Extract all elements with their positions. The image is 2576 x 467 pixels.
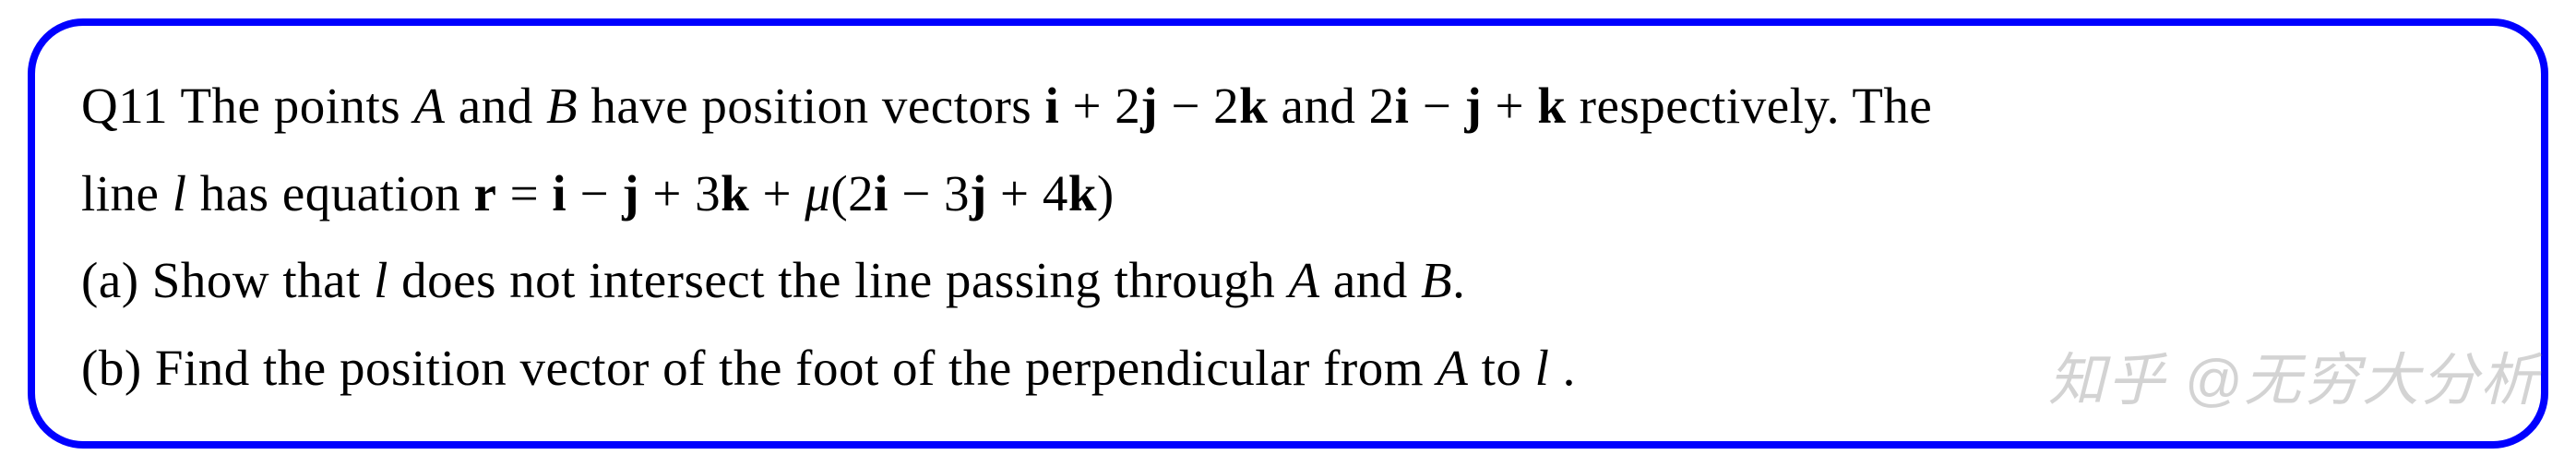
text: − (566, 165, 622, 222)
text: − 3 (888, 165, 970, 222)
text: . (1452, 252, 1465, 308)
vec-j: j (970, 165, 987, 222)
part-a-label: (a) (81, 252, 139, 308)
vec-j: j (1464, 78, 1482, 134)
text: and (1320, 252, 1421, 308)
var-A: A (413, 78, 445, 134)
var-l: l (1535, 340, 1550, 396)
text: ) (1097, 165, 1115, 222)
vec-i: i (1044, 78, 1059, 134)
vec-j: j (622, 165, 639, 222)
text: = (496, 165, 552, 222)
text: The points (168, 78, 413, 134)
text: and 2 (1268, 78, 1394, 134)
text: . (1549, 340, 1576, 396)
mu: μ (805, 165, 830, 222)
vec-j: j (1140, 78, 1158, 134)
text: + (749, 165, 805, 222)
text: line (81, 165, 173, 222)
text: Find the position vector of the foot of … (142, 340, 1437, 396)
text: − (1409, 78, 1464, 134)
text: and (446, 78, 546, 134)
text: has equation (187, 165, 474, 222)
text: + 2 (1059, 78, 1140, 134)
text: have position vectors (578, 78, 1044, 134)
text: Show that (139, 252, 375, 308)
var-B: B (546, 78, 578, 134)
vec-k: k (1239, 78, 1268, 134)
text: + 3 (639, 165, 721, 222)
question-box: Q11 The points A and B have position vec… (28, 18, 2548, 449)
text: + (1482, 78, 1537, 134)
var-B: B (1421, 252, 1452, 308)
vec-k: k (1068, 165, 1097, 222)
text: (2 (830, 165, 874, 222)
question-text: Q11 The points A and B have position vec… (81, 63, 2486, 412)
vec-k: k (1537, 78, 1566, 134)
question-label: Q11 (81, 78, 168, 134)
vec-i: i (552, 165, 566, 222)
part-b-label: (b) (81, 340, 142, 396)
vec-k: k (721, 165, 749, 222)
text: respectively. The (1566, 78, 1932, 134)
vec-i: i (1395, 78, 1410, 134)
text: − 2 (1158, 78, 1239, 134)
text: does not intersect the line passing thro… (388, 252, 1289, 308)
vec-i: i (874, 165, 888, 222)
text: + 4 (987, 165, 1068, 222)
var-A: A (1437, 340, 1468, 396)
vec-r: r (473, 165, 496, 222)
var-A: A (1289, 252, 1320, 308)
text: to (1468, 340, 1534, 396)
var-l: l (374, 252, 388, 308)
var-l: l (173, 165, 187, 222)
